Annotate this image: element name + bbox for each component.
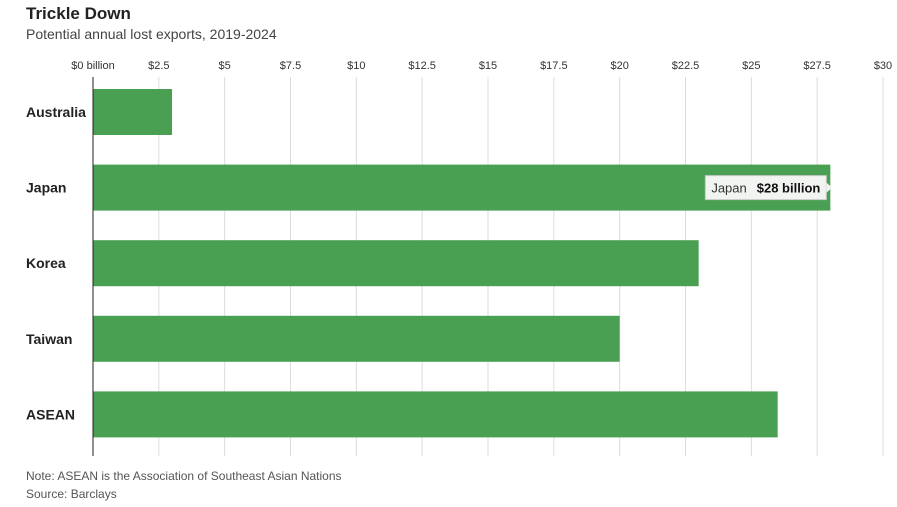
category-label: Korea <box>26 255 66 271</box>
x-tick-label: $20 <box>610 60 628 72</box>
tooltip-pointer <box>826 182 833 193</box>
x-tick-label: $12.5 <box>408 60 436 72</box>
x-tick-label: $30 <box>874 60 892 72</box>
category-label: Japan <box>26 180 66 196</box>
footnote: Note: ASEAN is the Association of Southe… <box>26 469 342 483</box>
x-tick-label: $0 billion <box>71 60 114 72</box>
x-tick-label: $22.5 <box>672 60 700 72</box>
x-tick-label: $7.5 <box>280 60 301 72</box>
chart-title: Trickle Down <box>26 4 131 23</box>
x-tick-label: $15 <box>479 60 497 72</box>
category-labels: Australia Japan Korea Taiwan ASEAN <box>26 104 86 422</box>
x-tick-label: $10 <box>347 60 365 72</box>
bar-chart: $0 billion $2.5 $5 $7.5 $10 $12.5 $15 $17.5 $20 $… <box>26 60 892 456</box>
bars <box>93 89 831 438</box>
chart-subtitle: Potential annual lost exports, 2019-2024 <box>26 26 277 42</box>
bar[interactable] <box>93 89 172 135</box>
bar[interactable] <box>93 391 778 438</box>
x-tick-label: $27.5 <box>803 60 831 72</box>
category-label: ASEAN <box>26 406 75 422</box>
x-tick-label: $2.5 <box>148 60 169 72</box>
source-note: Source: Barclays <box>26 487 117 501</box>
tooltip-label: Japan <box>711 181 746 196</box>
x-tick-label: $25 <box>742 60 760 72</box>
x-tick-label: $17.5 <box>540 60 568 72</box>
x-axis-ticks: $0 billion $2.5 $5 $7.5 $10 $12.5 $15 $17.5 $20 $… <box>71 60 892 72</box>
tooltip: Japan $28 billion <box>704 175 833 201</box>
bar[interactable] <box>93 315 620 362</box>
tooltip-value: $28 billion <box>757 181 821 196</box>
bar[interactable] <box>93 240 699 287</box>
category-label: Australia <box>26 104 86 120</box>
category-label: Taiwan <box>26 331 72 347</box>
x-tick-label: $5 <box>219 60 231 72</box>
